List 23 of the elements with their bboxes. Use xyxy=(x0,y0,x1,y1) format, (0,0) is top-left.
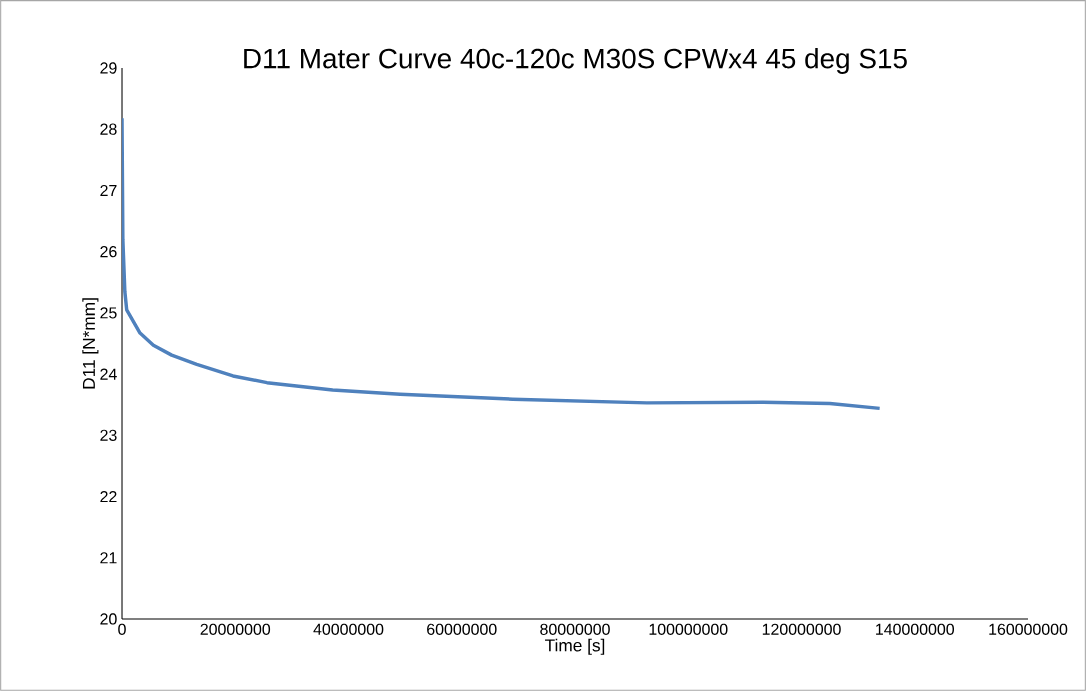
x-tick-label: 160000000 xyxy=(989,623,1068,635)
x-tick-label: 80000000 xyxy=(540,623,610,635)
y-tick-label: 29 xyxy=(100,62,117,74)
y-tick-label: 24 xyxy=(100,368,117,380)
y-tick-label: 28 xyxy=(100,123,117,135)
x-tick-label: 120000000 xyxy=(762,623,841,635)
y-tick-label: 22 xyxy=(100,490,117,503)
y-axis-title: D11 [N*mm] xyxy=(82,298,99,389)
x-tick-label: 0 xyxy=(118,623,126,635)
x-tick-label: 20000000 xyxy=(200,623,271,635)
x-axis-title: Time [s] xyxy=(545,638,605,655)
y-tick-label: 25 xyxy=(100,307,117,319)
x-tick-label: 140000000 xyxy=(876,623,955,635)
x-tick-label: 60000000 xyxy=(427,623,497,635)
y-tick-label: 20 xyxy=(100,613,117,625)
x-tick-label: 40000000 xyxy=(313,623,384,635)
y-tick-label: 21 xyxy=(100,552,117,564)
y-tick-label: 23 xyxy=(100,429,117,441)
y-tick-label: 27 xyxy=(100,184,117,196)
chart-title: D11 Mater Curve 40c-120c M30S CPWx4 45 deg S15 xyxy=(244,47,907,74)
y-tick-label: 26 xyxy=(100,246,117,258)
x-tick-label: 100000000 xyxy=(649,623,728,635)
line-series xyxy=(122,116,882,411)
